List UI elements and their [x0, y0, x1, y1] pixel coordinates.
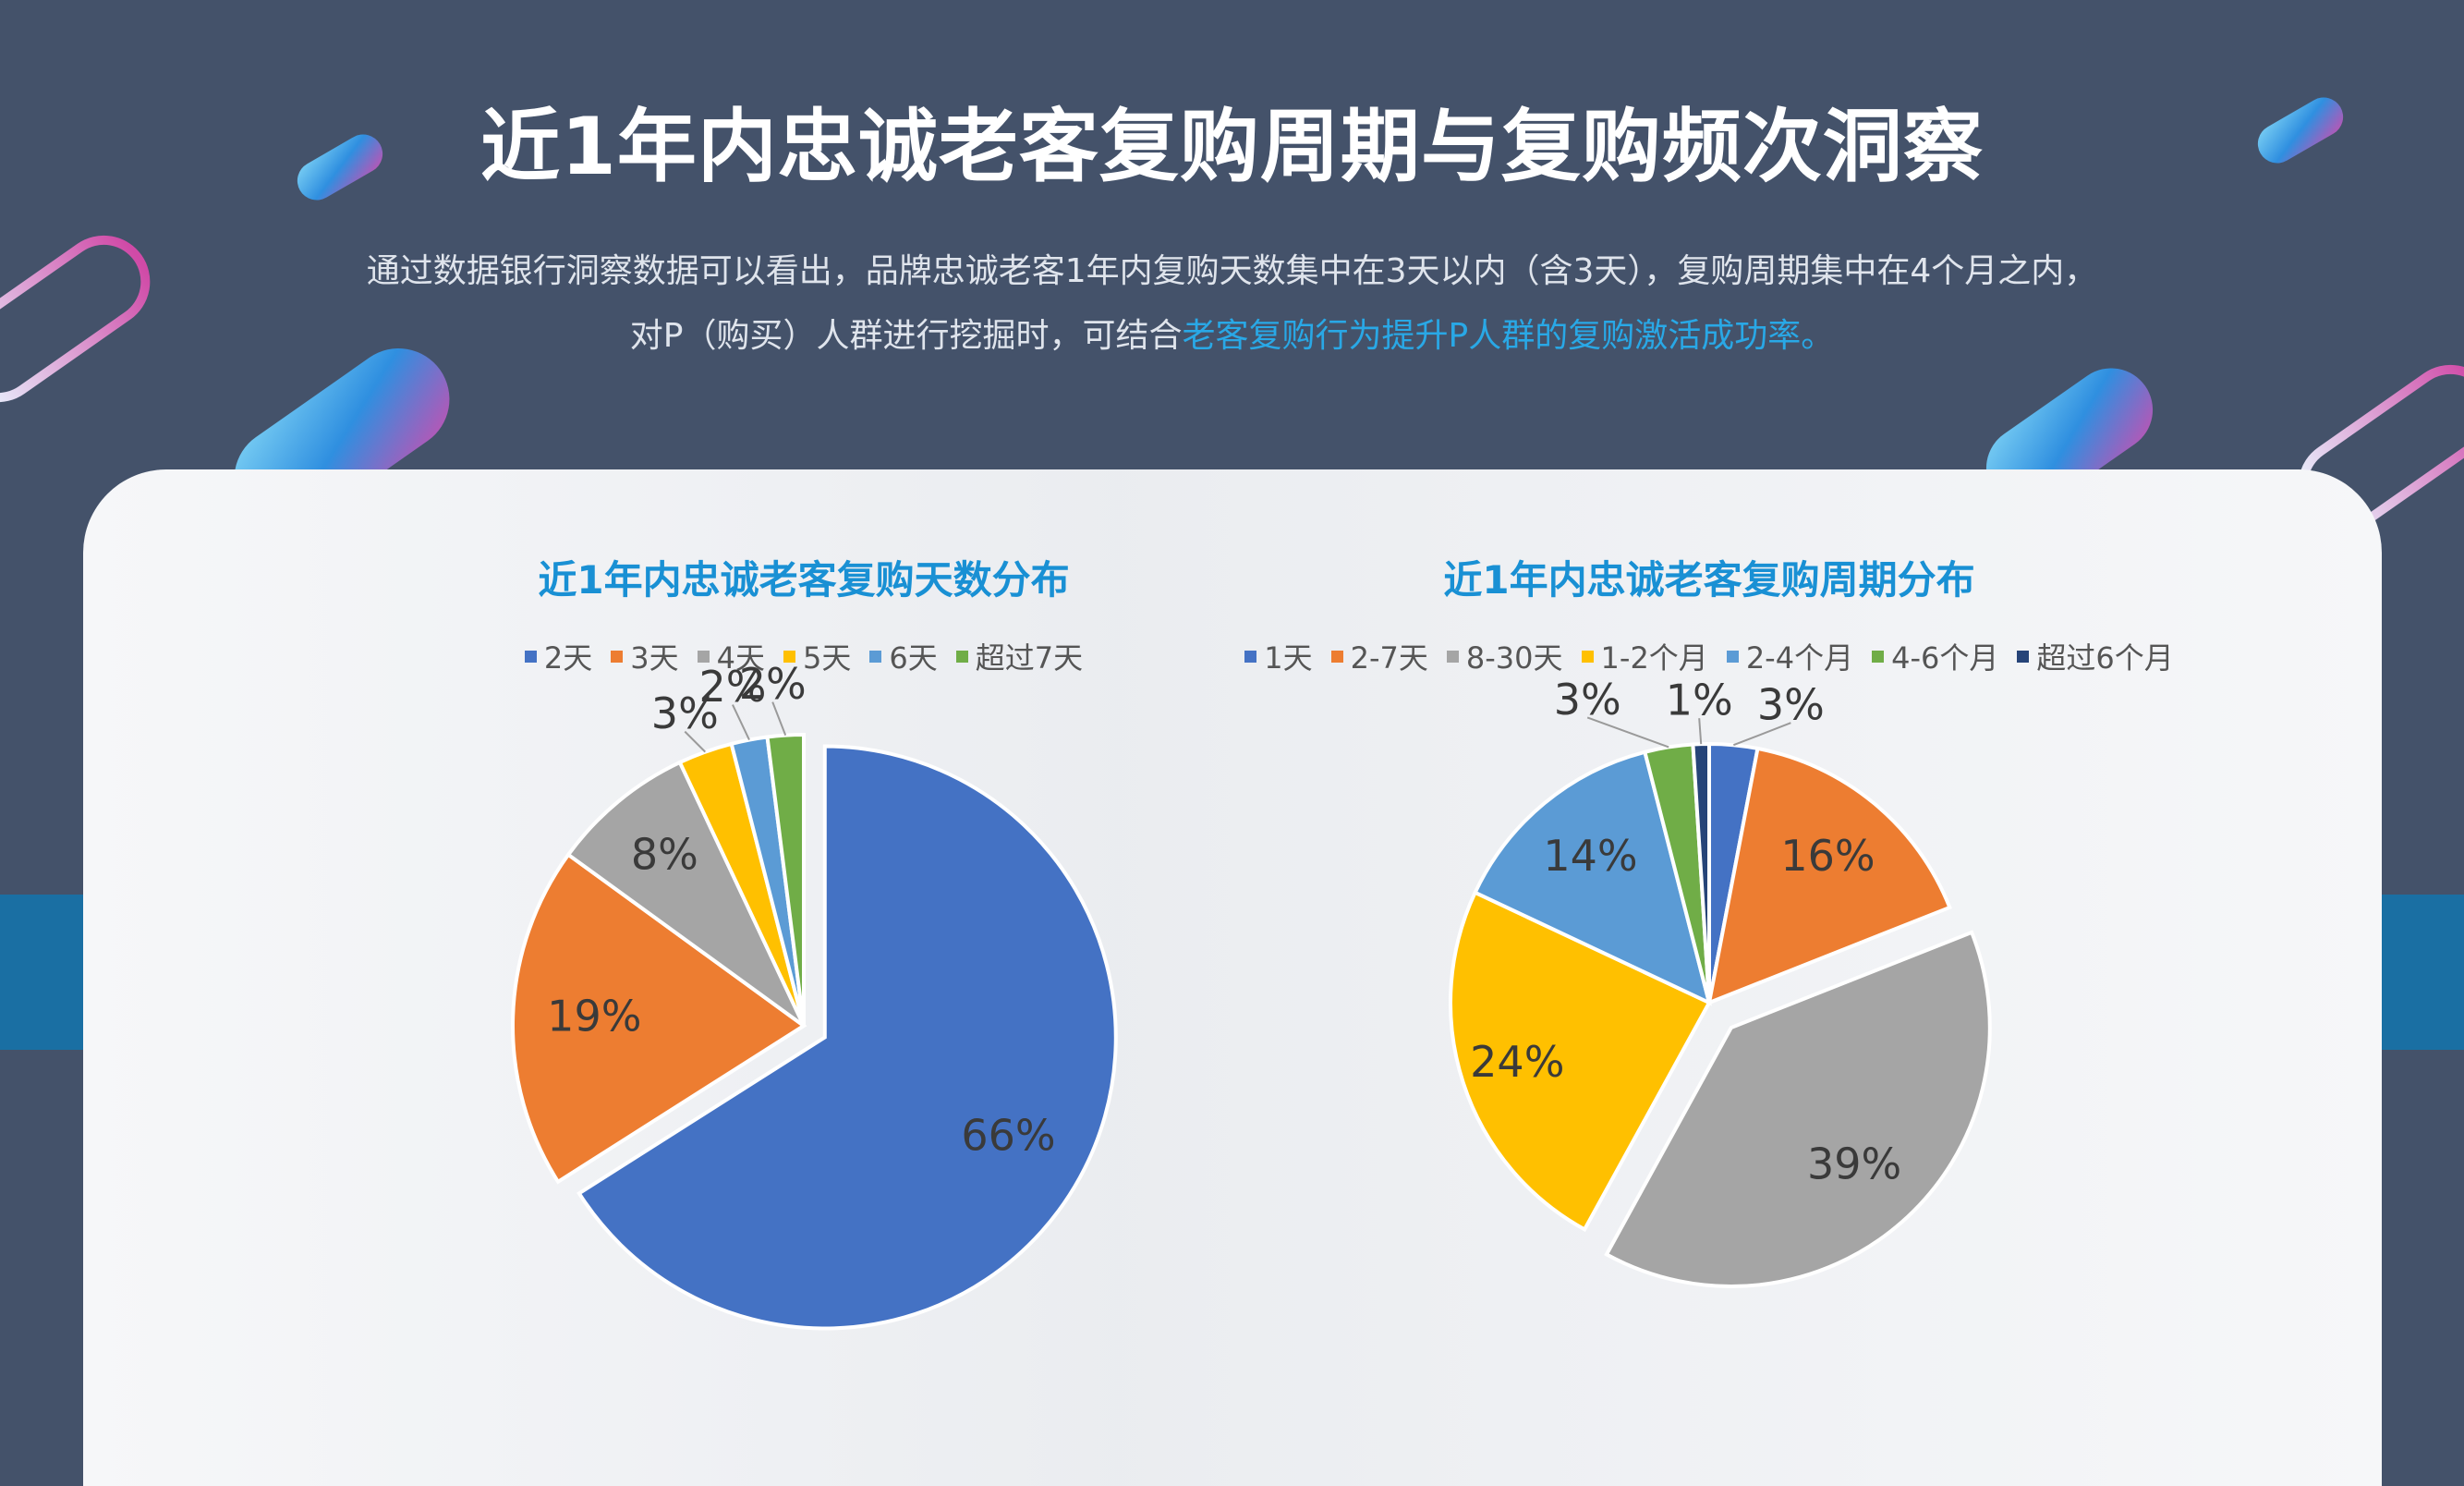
legend-item: 6天 — [869, 635, 938, 677]
legend-item: 1-2个月 — [1581, 635, 1708, 677]
legend-item: 2-4个月 — [1726, 635, 1854, 677]
legend-item: 3天 — [611, 635, 679, 677]
loop-decoration-left — [0, 235, 151, 403]
subtitle-line-2-text: 对P（购买）人群进行挖掘时，可结合 — [629, 317, 1183, 355]
legend-swatch — [869, 650, 882, 663]
page-title: 近1年内忠诚老客复购周期与复购频次洞察 — [480, 101, 1984, 193]
legend-swatch — [783, 650, 795, 663]
legend-item: 2-7天 — [1330, 635, 1428, 677]
legend-label: 1-2个月 — [1600, 640, 1708, 676]
legend-label: 8-30天 — [1465, 640, 1563, 676]
content-panel — [83, 469, 2382, 1486]
legend-label: 2天 — [543, 640, 593, 676]
legend-swatch — [1446, 650, 1459, 663]
chart-title-cycle: 近1年内忠诚老客复购周期分布 — [1443, 557, 1975, 603]
subtitle-highlight: 老客复购行为提升P人群的复购激活成功率。 — [1182, 317, 1835, 355]
legend-swatch — [1330, 650, 1343, 663]
legend-swatch — [2017, 650, 2030, 663]
legend-item: 2天 — [524, 635, 593, 677]
legend-label: 超过7天 — [975, 640, 1084, 676]
legend-swatch — [1726, 650, 1739, 663]
legend-item: 超过7天 — [955, 635, 1084, 677]
legend-label: 超过6个月 — [2036, 640, 2174, 676]
legend-label: 5天 — [803, 640, 852, 676]
legend-swatch — [1872, 650, 1885, 663]
legend-swatch — [1244, 650, 1257, 663]
legend-item: 5天 — [783, 635, 851, 677]
legend-item: 4-6个月 — [1872, 635, 1998, 677]
pill-decoration-top-right — [2257, 97, 2344, 164]
legend-item: 4天 — [697, 635, 765, 677]
legend-label: 4天 — [716, 640, 765, 676]
legend-days: 2天 3天 4天 5天 6天 超过7天 — [388, 634, 1220, 678]
legend-label: 2-4个月 — [1745, 640, 1854, 676]
legend-swatch — [611, 650, 624, 663]
subtitle-line-1: 通过数据银行洞察数据可以看出，品牌忠诚老客1年内复购天数集中在3天以内（含3天）… — [366, 252, 2098, 290]
panel-background-photo — [83, 469, 2382, 1486]
legend-label: 1天 — [1264, 640, 1313, 676]
legend-item: 1天 — [1244, 635, 1313, 677]
pill-decoration-top-left — [297, 134, 383, 201]
legend-label: 2-7天 — [1350, 640, 1428, 676]
legend-label: 4-6个月 — [1891, 640, 1999, 676]
chart-title-days: 近1年内忠诚老客复购天数分布 — [538, 557, 1070, 603]
legend-swatch — [524, 650, 537, 663]
legend-item: 8-30天 — [1446, 635, 1563, 677]
legend-label: 6天 — [889, 640, 938, 676]
legend-label: 3天 — [630, 640, 679, 676]
legend-item: 超过6个月 — [2017, 635, 2174, 677]
legend-swatch — [697, 650, 710, 663]
legend-swatch — [1581, 650, 1594, 663]
legend-cycle: 1天 2-7天 8-30天 1-2个月 2-4个月 4-6个月 超过6个月 — [1183, 634, 2236, 678]
legend-swatch — [955, 650, 968, 663]
subtitle-line-2: 对P（购买）人群进行挖掘时，可结合老客复购行为提升P人群的复购激活成功率。 — [0, 309, 2464, 357]
